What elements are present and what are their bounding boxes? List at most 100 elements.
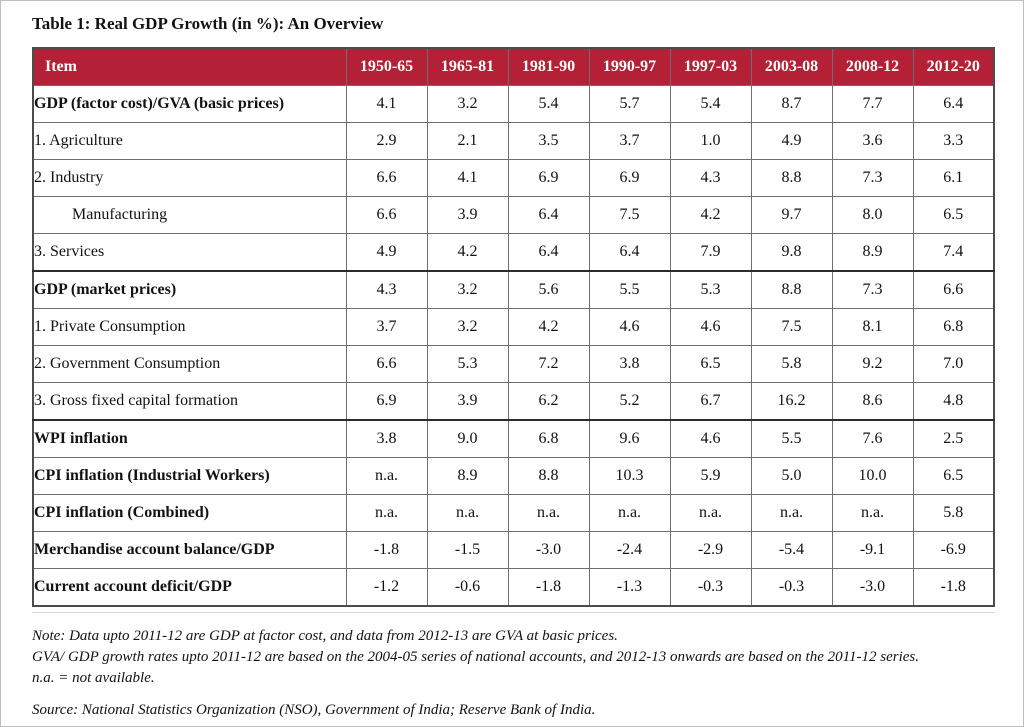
value-cell: 3.9 xyxy=(426,196,509,234)
table-bottom-rule xyxy=(32,612,995,613)
value-cell: 5.8 xyxy=(750,345,833,383)
value-cell: n.a. xyxy=(831,494,914,532)
table-row: GDP (factor cost)/GVA (basic prices) 4.1 3… xyxy=(32,85,995,123)
value-cell: 4.2 xyxy=(426,233,509,272)
value-cell: 16.2 xyxy=(750,382,833,421)
value-cell: 5.0 xyxy=(750,457,833,495)
value-cell: 3.6 xyxy=(831,122,914,160)
value-cell: 7.3 xyxy=(831,270,914,309)
row-label: Merchandise account balance/GDP xyxy=(32,531,347,569)
value-cell: 5.2 xyxy=(588,382,671,421)
table-header-row: Item 1950-65 1965-81 1981-90 1990-97 1997-03 2… xyxy=(32,47,995,86)
value-cell: 4.9 xyxy=(750,122,833,160)
row-label: GDP (factor cost)/GVA (basic prices) xyxy=(32,85,347,123)
header-cell-period: 1981-90 xyxy=(507,47,590,86)
value-cell: 4.1 xyxy=(426,159,509,197)
gdp-growth-table: Item 1950-65 1965-81 1981-90 1990-97 1997-03 2… xyxy=(32,47,995,607)
value-cell: 4.2 xyxy=(669,196,752,234)
value-cell: 4.9 xyxy=(345,233,428,272)
value-cell: 7.9 xyxy=(669,233,752,272)
footnotes: Note: Data upto 2011-12 are GDP at facto… xyxy=(32,626,993,689)
value-cell: 7.3 xyxy=(831,159,914,197)
table-row: 3. Services 4.9 4.2 6.4 6.4 7.9 9.8 8.9 7.4 xyxy=(32,233,995,272)
header-cell-period: 2012-20 xyxy=(912,47,995,86)
table-row: Merchandise account balance/GDP -1.8 -1.5-… xyxy=(32,531,995,569)
value-cell: 3.2 xyxy=(426,85,509,123)
value-cell: 9.0 xyxy=(426,419,509,458)
value-cell: 8.8 xyxy=(750,159,833,197)
footnote-line: n.a. = not available. xyxy=(32,670,155,686)
value-cell: -9.1 xyxy=(831,531,914,569)
value-cell: -1.5 xyxy=(426,531,509,569)
row-label: CPI inflation (Industrial Workers) xyxy=(32,457,347,495)
value-cell: 3.7 xyxy=(588,122,671,160)
value-cell: -3.0 xyxy=(507,531,590,569)
value-cell: 5.5 xyxy=(750,419,833,458)
value-cell: -1.8 xyxy=(507,568,590,607)
value-cell: 6.9 xyxy=(588,159,671,197)
value-cell: 6.1 xyxy=(912,159,995,197)
value-cell: 6.4 xyxy=(507,233,590,272)
value-cell: 5.4 xyxy=(669,85,752,123)
value-cell: 6.6 xyxy=(345,196,428,234)
value-cell: 2.1 xyxy=(426,122,509,160)
value-cell: 7.5 xyxy=(750,308,833,346)
value-cell: 10.3 xyxy=(588,457,671,495)
value-cell: 4.3 xyxy=(345,270,428,309)
value-cell: 3.2 xyxy=(426,308,509,346)
value-cell: 6.6 xyxy=(345,345,428,383)
value-cell: 3.8 xyxy=(345,419,428,458)
value-cell: n.a. xyxy=(345,457,428,495)
value-cell: -0.3 xyxy=(669,568,752,607)
value-cell: 6.9 xyxy=(507,159,590,197)
value-cell: -1.2 xyxy=(345,568,428,607)
value-cell: 5.8 xyxy=(912,494,995,532)
value-cell: 6.6 xyxy=(345,159,428,197)
table-title: Table 1: Real GDP Growth (in %): An Over… xyxy=(32,14,384,33)
header-cell-period: 2003-08 xyxy=(750,47,833,86)
value-cell: 6.4 xyxy=(912,85,995,123)
value-cell: 3.2 xyxy=(426,270,509,309)
table-row: Current account deficit/GDP -1.2 -0.6 -1.8-… xyxy=(32,568,995,607)
value-cell: 8.9 xyxy=(426,457,509,495)
header-cell-item: Item xyxy=(32,47,347,86)
value-cell: 4.2 xyxy=(507,308,590,346)
table-row: CPI inflation (Industrial Workers) n.a. 8.… xyxy=(32,457,995,495)
value-cell: 6.8 xyxy=(507,419,590,458)
header-cell-period: 1990-97 xyxy=(588,47,671,86)
footnote-line: Note: Data upto 2011-12 are GDP at facto… xyxy=(32,628,618,644)
row-label: 2. Industry xyxy=(32,159,347,197)
value-cell: 4.6 xyxy=(588,308,671,346)
value-cell: 1.0 xyxy=(669,122,752,160)
value-cell: 3.8 xyxy=(588,345,671,383)
value-cell: n.a. xyxy=(507,494,590,532)
value-cell: 8.1 xyxy=(831,308,914,346)
value-cell: 4.1 xyxy=(345,85,428,123)
value-cell: 2.9 xyxy=(345,122,428,160)
value-cell: 5.7 xyxy=(588,85,671,123)
value-cell: 5.9 xyxy=(669,457,752,495)
value-cell: 3.5 xyxy=(507,122,590,160)
value-cell: n.a. xyxy=(669,494,752,532)
value-cell: 8.0 xyxy=(831,196,914,234)
value-cell: 8.7 xyxy=(750,85,833,123)
value-cell: 5.5 xyxy=(588,270,671,309)
value-cell: 6.7 xyxy=(669,382,752,421)
table-row: 2. Industry 6.6 4.1 6.9 6.9 4.3 8.8 7.3 6.1 xyxy=(32,159,995,197)
value-cell: 7.4 xyxy=(912,233,995,272)
row-label: 2. Government Consumption xyxy=(32,345,347,383)
table-row: Manufacturing 6.6 3.9 6.4 7.5 4.2 9.7 8.0 6.5 xyxy=(32,196,995,234)
value-cell: 3.3 xyxy=(912,122,995,160)
row-label: 1. Private Consumption xyxy=(32,308,347,346)
value-cell: 7.6 xyxy=(831,419,914,458)
value-cell: 5.4 xyxy=(507,85,590,123)
value-cell: 6.2 xyxy=(507,382,590,421)
value-cell: -2.9 xyxy=(669,531,752,569)
value-cell: 7.7 xyxy=(831,85,914,123)
value-cell: -1.8 xyxy=(912,568,995,607)
table-row: 1. Private Consumption 3.7 3.2 4.2 4.6 4.6 7.5… xyxy=(32,308,995,346)
value-cell: 6.9 xyxy=(345,382,428,421)
value-cell: 6.4 xyxy=(507,196,590,234)
table-row: CPI inflation (Combined) n.a. n.a. n.a. n.a.… xyxy=(32,494,995,532)
